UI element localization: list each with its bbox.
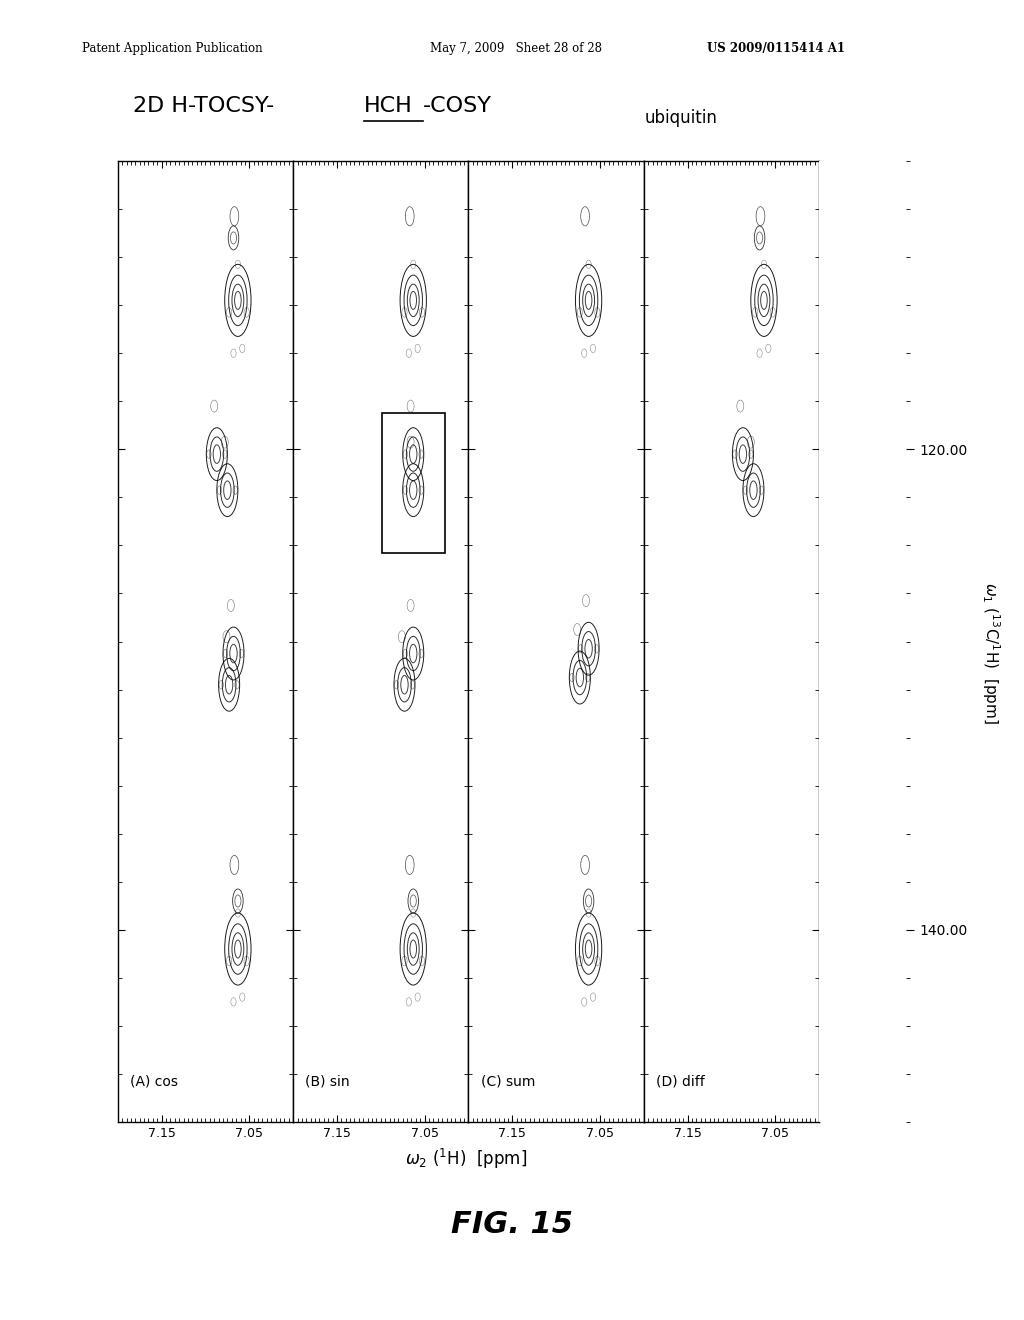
Text: -COSY: -COSY bbox=[423, 96, 492, 116]
Text: ubiquitin: ubiquitin bbox=[645, 108, 718, 127]
Text: May 7, 2009   Sheet 28 of 28: May 7, 2009 Sheet 28 of 28 bbox=[430, 42, 602, 55]
Bar bbox=[382, 413, 444, 553]
Text: FIG. 15: FIG. 15 bbox=[451, 1210, 573, 1239]
Text: Patent Application Publication: Patent Application Publication bbox=[82, 42, 262, 55]
Text: $\omega_1$ ($^{13}$C/$^1$H)  [ppm]: $\omega_1$ ($^{13}$C/$^1$H) [ppm] bbox=[980, 582, 1002, 725]
Text: HCH: HCH bbox=[364, 96, 413, 116]
Text: (B) sin: (B) sin bbox=[305, 1074, 350, 1089]
Text: (C) sum: (C) sum bbox=[480, 1074, 536, 1089]
Text: $\omega_2$ ($^1$H)  [ppm]: $\omega_2$ ($^1$H) [ppm] bbox=[404, 1147, 527, 1171]
Text: (A) cos: (A) cos bbox=[130, 1074, 178, 1089]
Text: (D) diff: (D) diff bbox=[656, 1074, 705, 1089]
Text: US 2009/0115414 A1: US 2009/0115414 A1 bbox=[707, 42, 845, 55]
Text: 2D H-TOCSY-: 2D H-TOCSY- bbox=[133, 96, 274, 116]
